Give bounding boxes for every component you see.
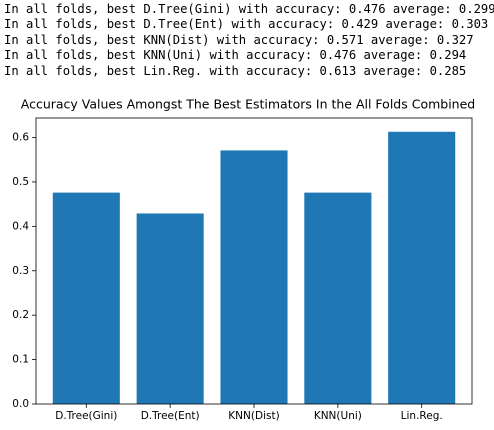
output-line: In all folds, best Lin.Reg. with accurac… xyxy=(4,63,467,78)
y-tick-label: 0.4 xyxy=(12,220,29,232)
output-line: In all folds, best KNN(Dist) with accura… xyxy=(4,32,474,47)
x-tick-label: KNN(Uni) xyxy=(314,410,362,422)
axes-frame xyxy=(35,117,473,405)
bar xyxy=(52,192,120,404)
output-line: In all folds, best D.Tree(Gini) with acc… xyxy=(4,2,494,16)
bar xyxy=(220,150,288,404)
bar xyxy=(304,192,372,404)
output-line: In all folds, best D.Tree(Ent) with accu… xyxy=(4,17,489,32)
y-tick-label: 0.5 xyxy=(12,176,29,188)
bar xyxy=(388,131,456,404)
x-tick-label: D.Tree(Gini) xyxy=(55,410,117,422)
x-tick-label: D.Tree(Ent) xyxy=(141,410,200,422)
x-tick-label: Lin.Reg. xyxy=(401,410,443,422)
output-line: In all folds, best KNN(Uni) with accurac… xyxy=(4,48,467,63)
chart-title: Accuracy Values Amongst The Best Estimat… xyxy=(21,97,475,112)
y-tick-label: 0.6 xyxy=(12,132,29,144)
x-tick-label: KNN(Dist) xyxy=(228,410,279,422)
y-tick-label: 0.2 xyxy=(12,309,29,321)
bar xyxy=(136,213,204,404)
y-tick-label: 0.1 xyxy=(12,354,29,366)
y-tick-label: 0.3 xyxy=(12,265,29,277)
y-tick-label: 0.0 xyxy=(12,398,29,410)
cell-output: In all folds, best D.Tree(Gini) with acc… xyxy=(4,2,494,79)
